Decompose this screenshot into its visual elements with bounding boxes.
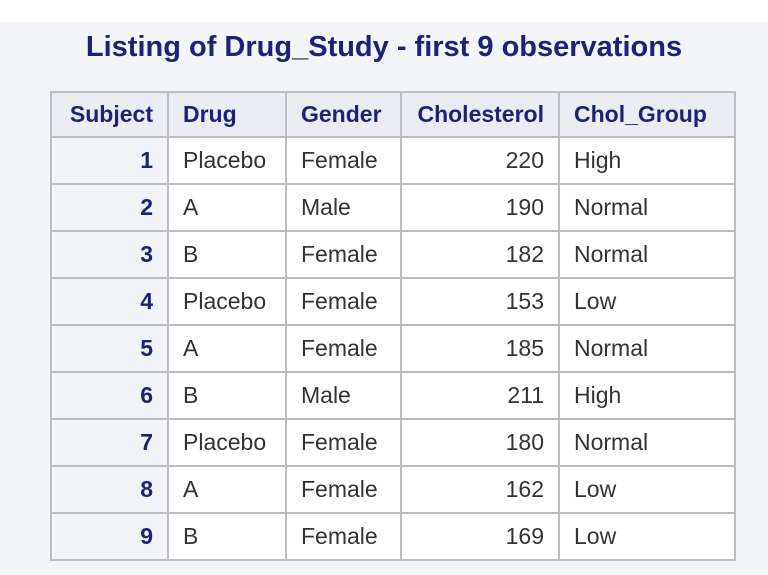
cell-chol-group: Low: [558, 512, 736, 561]
column-header-subject: Subject: [50, 91, 169, 138]
table-body: 1 Placebo Female 220 High 2 A Male 190 Normal 3 B Fe…: [50, 136, 736, 561]
cell-subject: 8: [50, 465, 169, 514]
cell-gender: Male: [285, 183, 402, 232]
cell-cholesterol: 162: [400, 465, 560, 514]
cell-drug: A: [167, 465, 287, 514]
cell-gender: Female: [285, 277, 402, 326]
cell-subject: 5: [50, 324, 169, 373]
cell-gender: Female: [285, 324, 402, 373]
table-row: 4 Placebo Female 153 Low: [50, 277, 736, 326]
page-title: Listing of Drug_Study - first 9 observat…: [85, 31, 683, 63]
table-row: 6 B Male 211 High: [50, 371, 736, 420]
cell-chol-group: Normal: [558, 324, 736, 373]
table-header-row: Subject Drug Gender Cholesterol Chol_Gro…: [50, 91, 736, 138]
cell-chol-group: Normal: [558, 183, 736, 232]
cell-gender: Female: [285, 465, 402, 514]
cell-gender: Male: [285, 371, 402, 420]
cell-drug: B: [167, 512, 287, 561]
table-row: 5 A Female 185 Normal: [50, 324, 736, 373]
cell-gender: Female: [285, 418, 402, 467]
column-header-gender: Gender: [285, 91, 402, 138]
cell-cholesterol: 169: [400, 512, 560, 561]
cell-subject: 7: [50, 418, 169, 467]
cell-gender: Female: [285, 230, 402, 279]
table-row: 9 B Female 169 Low: [50, 512, 736, 561]
cell-drug: Placebo: [167, 136, 287, 185]
cell-drug: B: [167, 371, 287, 420]
column-header-drug: Drug: [167, 91, 287, 138]
table-row: 1 Placebo Female 220 High: [50, 136, 736, 185]
cell-chol-group: High: [558, 136, 736, 185]
drug-study-table: Subject Drug Gender Cholesterol Chol_Gro…: [50, 91, 736, 561]
cell-chol-group: High: [558, 371, 736, 420]
cell-chol-group: Low: [558, 277, 736, 326]
table-row: 8 A Female 162 Low: [50, 465, 736, 514]
cell-drug: A: [167, 324, 287, 373]
table-row: 7 Placebo Female 180 Normal: [50, 418, 736, 467]
table-row: 2 A Male 190 Normal: [50, 183, 736, 232]
cell-cholesterol: 182: [400, 230, 560, 279]
cell-cholesterol: 211: [400, 371, 560, 420]
table-row: 3 B Female 182 Normal: [50, 230, 736, 279]
cell-cholesterol: 180: [400, 418, 560, 467]
column-header-chol-group: Chol_Group: [558, 91, 736, 138]
column-header-cholesterol: Cholesterol: [400, 91, 560, 138]
cell-cholesterol: 190: [400, 183, 560, 232]
cell-drug: Placebo: [167, 418, 287, 467]
cell-cholesterol: 220: [400, 136, 560, 185]
cell-chol-group: Low: [558, 465, 736, 514]
cell-drug: B: [167, 230, 287, 279]
top-strip: [0, 0, 768, 22]
cell-subject: 6: [50, 371, 169, 420]
cell-gender: Female: [285, 512, 402, 561]
cell-cholesterol: 153: [400, 277, 560, 326]
cell-subject: 2: [50, 183, 169, 232]
cell-drug: A: [167, 183, 287, 232]
cell-subject: 1: [50, 136, 169, 185]
cell-subject: 3: [50, 230, 169, 279]
cell-drug: Placebo: [167, 277, 287, 326]
cell-subject: 4: [50, 277, 169, 326]
cell-gender: Female: [285, 136, 402, 185]
cell-chol-group: Normal: [558, 418, 736, 467]
cell-chol-group: Normal: [558, 230, 736, 279]
cell-subject: 9: [50, 512, 169, 561]
cell-cholesterol: 185: [400, 324, 560, 373]
